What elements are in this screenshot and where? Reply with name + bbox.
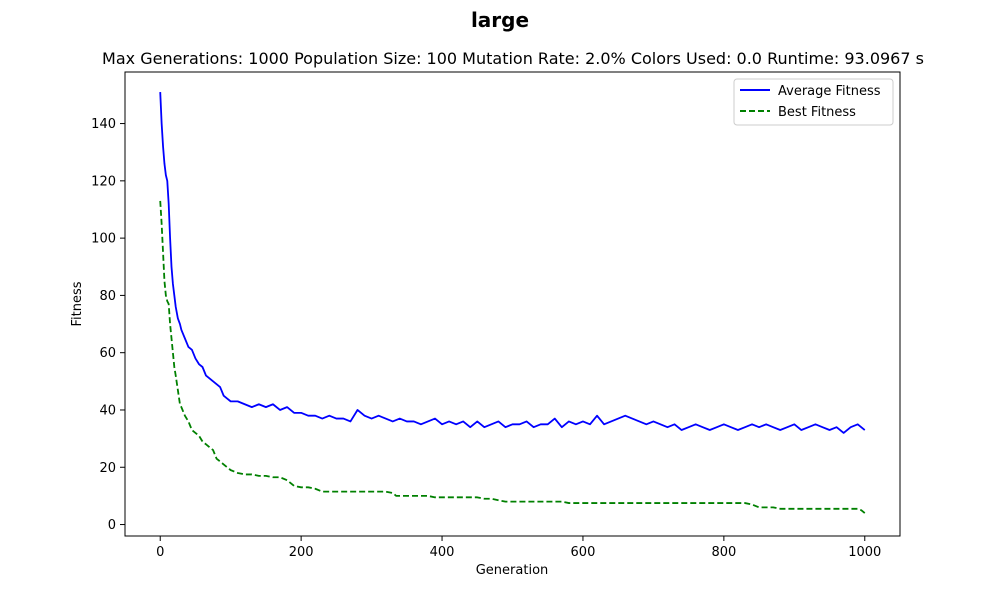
y-tick-label: 40: [99, 403, 116, 418]
y-axis-ticks: 0 20 40 60 80 100 120 140: [91, 117, 125, 533]
y-tick-label: 60: [99, 346, 116, 361]
y-tick-label: 20: [99, 461, 116, 476]
x-axis-label: Generation: [476, 563, 549, 578]
x-tick-label: 800: [711, 545, 736, 560]
chart-subtitle: Max Generations: 1000 Population Size: 1…: [102, 49, 924, 68]
legend-label-best-fitness: Best Fitness: [778, 105, 856, 120]
x-tick-label: 600: [571, 545, 596, 560]
legend-box: [733, 78, 894, 126]
y-tick-label: 80: [99, 289, 116, 304]
plot-area-frame: [124, 71, 901, 537]
legend-label-average-fitness: Average Fitness: [778, 84, 881, 99]
legend: Average Fitness Best Fitness: [733, 78, 894, 126]
y-tick-label: 0: [108, 518, 116, 533]
x-tick-label: 1000: [848, 545, 881, 560]
x-tick-label: 400: [430, 545, 455, 560]
series-line-average-fitness: [159, 92, 866, 434]
y-tick-label: 100: [91, 232, 116, 247]
x-axis-ticks: 0 200 400 600 800 1000: [156, 536, 881, 560]
y-tick-label: 120: [91, 174, 116, 189]
chart-title: large: [471, 8, 529, 32]
x-tick-label: 200: [289, 545, 314, 560]
y-axis-label: Fitness: [70, 281, 85, 326]
x-tick-label: 0: [156, 545, 164, 560]
y-tick-label: 140: [91, 117, 116, 132]
series-layer: [159, 92, 866, 514]
series-line-best-fitness: [159, 200, 866, 514]
